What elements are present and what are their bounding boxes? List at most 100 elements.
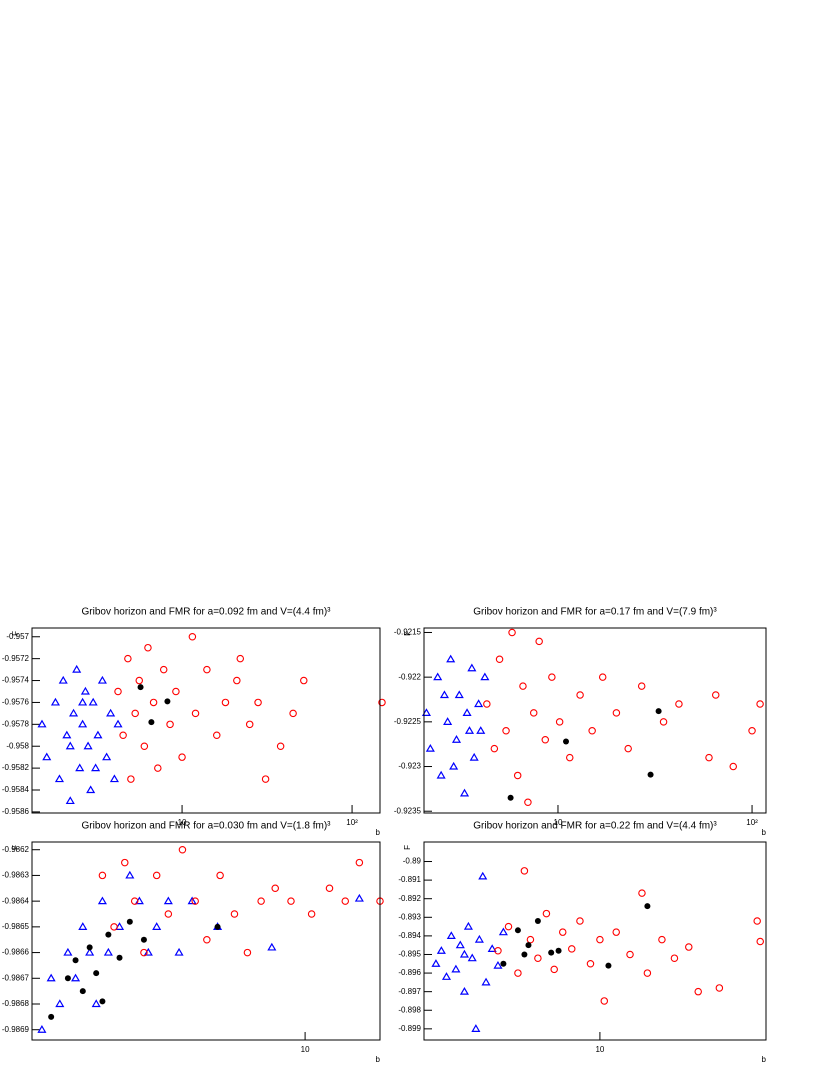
triangle-point <box>469 752 479 761</box>
circle-point <box>172 687 180 696</box>
y-tick-label: -0.9572 <box>2 654 30 663</box>
circle-point <box>658 935 666 944</box>
triangle-point <box>102 752 112 761</box>
circle-point <box>307 910 316 918</box>
triangle-point <box>152 922 162 930</box>
y-tick-label: -0.9867 <box>2 973 30 982</box>
dot-point <box>48 1013 55 1020</box>
triangle-point <box>433 672 443 681</box>
triangle-point <box>480 672 490 681</box>
circle-point <box>378 698 386 707</box>
circle-point <box>600 997 609 1005</box>
circle-point <box>188 633 197 641</box>
circle-point <box>341 897 350 905</box>
x-axis-label: b <box>762 828 767 837</box>
y-tick-label: -0.9584 <box>2 785 30 794</box>
triangle-point <box>65 796 75 805</box>
x-tick-label: 10² <box>346 818 358 827</box>
circle-point <box>119 731 127 740</box>
circle-point <box>596 935 604 944</box>
triangle-point <box>50 697 61 706</box>
y-tick-label: -0.9866 <box>2 948 30 957</box>
y-tick-label: -0.9225 <box>394 717 422 726</box>
y-tick-label: -0.9576 <box>2 698 30 707</box>
dot-point <box>116 954 123 961</box>
circle-point <box>178 753 186 761</box>
circle-point <box>534 954 542 962</box>
circle-point <box>729 762 737 771</box>
dot-point <box>99 998 106 1005</box>
circle-point <box>130 897 139 905</box>
y-tick-label: -0.9868 <box>2 999 30 1008</box>
x-axis-label: b <box>376 828 381 837</box>
circle-point <box>514 969 522 977</box>
y-axis-label: F <box>11 631 20 636</box>
triangle-point <box>163 896 173 905</box>
circle-point <box>753 917 761 925</box>
dot-point <box>525 942 532 949</box>
y-tick-label: -0.923 <box>398 762 421 771</box>
triangle-point <box>421 708 431 717</box>
dot-point <box>140 936 147 943</box>
circle-point <box>566 753 574 762</box>
plot-frame <box>423 627 767 814</box>
dot-point <box>64 975 71 982</box>
y-tick-label: -0.922 <box>398 672 421 681</box>
y-tick-label: -0.892 <box>398 894 421 903</box>
triangle-point <box>93 730 103 739</box>
dot-point <box>148 719 155 726</box>
x-tick-label: 10² <box>746 818 758 827</box>
circle-point <box>236 654 245 663</box>
triangle-point <box>459 788 470 797</box>
circle-point <box>135 676 144 685</box>
x-tick-label: 10 <box>301 1045 310 1054</box>
triangle-point <box>354 893 364 902</box>
triangle-point <box>267 942 277 951</box>
circle-point <box>612 709 621 717</box>
circle-point <box>638 889 646 897</box>
triangle-point <box>78 697 88 706</box>
dot-point <box>507 794 514 801</box>
circle-point <box>541 735 550 744</box>
circle-point <box>598 673 607 681</box>
circle-point <box>261 775 270 783</box>
circle-point <box>490 744 499 753</box>
triangle-point <box>471 1024 481 1032</box>
circle-point <box>213 731 221 740</box>
panel: Gribov horizon and FMR for a=0.22 fm and… <box>398 821 766 1064</box>
triangle-point <box>454 690 464 699</box>
circle-point <box>216 871 224 880</box>
y-tick-label: -0.9235 <box>394 806 422 815</box>
circle-point <box>121 858 129 867</box>
triangle-point <box>65 741 75 750</box>
triangle-point <box>72 664 82 673</box>
circle-point <box>287 897 295 905</box>
circle-point <box>131 709 139 718</box>
dot-point <box>605 962 612 969</box>
circle-point <box>257 897 265 905</box>
circle-point <box>166 720 174 729</box>
dot-point <box>72 957 79 964</box>
circle-point <box>535 637 543 646</box>
triangle-point <box>431 959 441 967</box>
circle-point <box>203 935 211 944</box>
y-tick-label: -0.89 <box>403 857 422 866</box>
circle-point <box>576 917 584 925</box>
dot-point <box>655 708 662 715</box>
triangle-point <box>459 949 469 958</box>
chart-title: Gribov horizon and FMR for a=0.092 fm an… <box>82 607 332 618</box>
circle-point <box>715 984 724 992</box>
triangle-point <box>459 986 469 995</box>
triangle-point <box>446 931 456 939</box>
circle-point <box>152 871 161 880</box>
triangle-point <box>449 761 459 770</box>
circle-point <box>230 910 239 918</box>
y-tick-label: -0.9864 <box>2 896 30 905</box>
circle-point <box>98 871 107 880</box>
triangle-point <box>455 940 465 949</box>
y-tick-label: -0.9865 <box>2 922 30 931</box>
plot-frame <box>31 841 381 1041</box>
triangle-point <box>451 964 461 973</box>
